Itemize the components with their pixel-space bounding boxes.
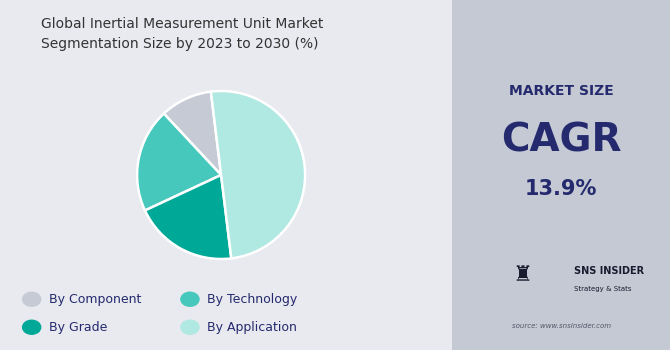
Wedge shape xyxy=(211,91,305,258)
Text: source: www.snsinsider.com: source: www.snsinsider.com xyxy=(512,322,610,329)
Text: By Component: By Component xyxy=(49,293,141,306)
Wedge shape xyxy=(145,175,231,259)
Circle shape xyxy=(181,320,199,334)
FancyBboxPatch shape xyxy=(446,0,670,350)
Circle shape xyxy=(23,292,41,306)
Text: Global Inertial Measurement Unit Market
Segmentation Size by 2023 to 2030 (%): Global Inertial Measurement Unit Market … xyxy=(41,18,323,51)
Wedge shape xyxy=(163,92,221,175)
Text: MARKET SIZE: MARKET SIZE xyxy=(509,84,614,98)
Text: 13.9%: 13.9% xyxy=(525,179,598,199)
Circle shape xyxy=(181,292,199,306)
Text: By Grade: By Grade xyxy=(49,321,107,334)
Text: SNS INSIDER: SNS INSIDER xyxy=(574,266,645,276)
Circle shape xyxy=(23,320,41,334)
Text: By Application: By Application xyxy=(207,321,297,334)
Wedge shape xyxy=(137,113,221,210)
Text: Strategy & Stats: Strategy & Stats xyxy=(574,286,632,292)
Text: ♜: ♜ xyxy=(512,265,532,285)
Text: By Technology: By Technology xyxy=(207,293,297,306)
Text: CAGR: CAGR xyxy=(501,121,621,159)
